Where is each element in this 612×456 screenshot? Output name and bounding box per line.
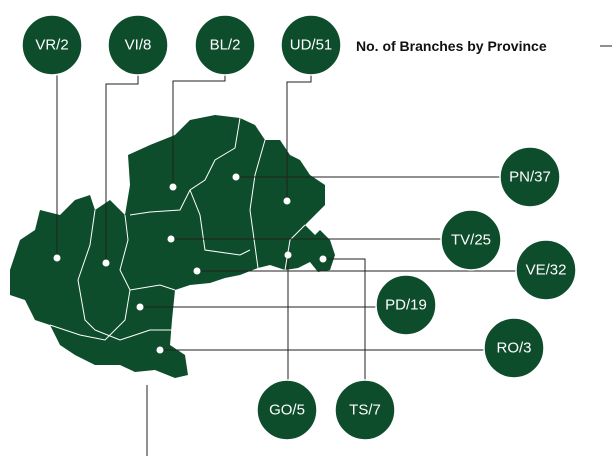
badge (515, 239, 577, 301)
badge (21, 14, 83, 76)
badge-label: PD/19 (385, 297, 427, 314)
badge (194, 14, 256, 76)
badges: VR/2 VI/8 BL/2 UD/51 PN/37 TV/25 VE/32 PD/19 RO/… (21, 14, 577, 441)
location-dot (284, 251, 292, 259)
badge-label: VI/8 (125, 37, 152, 54)
badge-label: GO/5 (269, 402, 305, 419)
badge (334, 379, 396, 441)
province-border (129, 284, 176, 291)
location-dot (169, 183, 177, 191)
badge-label: RO/3 (496, 340, 531, 357)
badge (256, 379, 318, 441)
badge-label: UD/51 (290, 37, 333, 54)
badge (440, 209, 502, 271)
province-border (77, 209, 96, 331)
badge (280, 14, 342, 76)
leader-line (172, 75, 226, 187)
region-map (10, 115, 335, 378)
province-border (189, 189, 251, 256)
province-border (284, 224, 306, 271)
badge (483, 317, 545, 379)
leader-line (323, 258, 366, 380)
badge-label: VE/32 (526, 262, 567, 279)
badge-label: TV/25 (451, 232, 491, 249)
province-border (94, 329, 172, 341)
leader-line (105, 75, 139, 263)
location-dot (167, 235, 175, 243)
leader-line (286, 75, 312, 201)
leader-lines (56, 45, 612, 456)
badge (107, 14, 169, 76)
province-border (49, 214, 131, 341)
badge-label: TS/7 (349, 402, 381, 419)
dots (53, 173, 327, 354)
location-dot (136, 303, 144, 311)
title: No. of Branches by Province (356, 38, 547, 54)
location-dot (283, 197, 291, 205)
location-dot (319, 255, 327, 263)
location-dot (53, 254, 61, 262)
badge-label: PN/37 (509, 169, 551, 186)
location-dot (193, 267, 201, 275)
location-dot (156, 346, 164, 354)
location-dot (232, 173, 240, 181)
badge-label: VR/2 (35, 37, 68, 54)
badge (499, 146, 561, 208)
badge (375, 274, 437, 336)
province-border (129, 117, 241, 216)
location-dot (102, 259, 110, 267)
badge-label: BL/2 (210, 37, 241, 54)
